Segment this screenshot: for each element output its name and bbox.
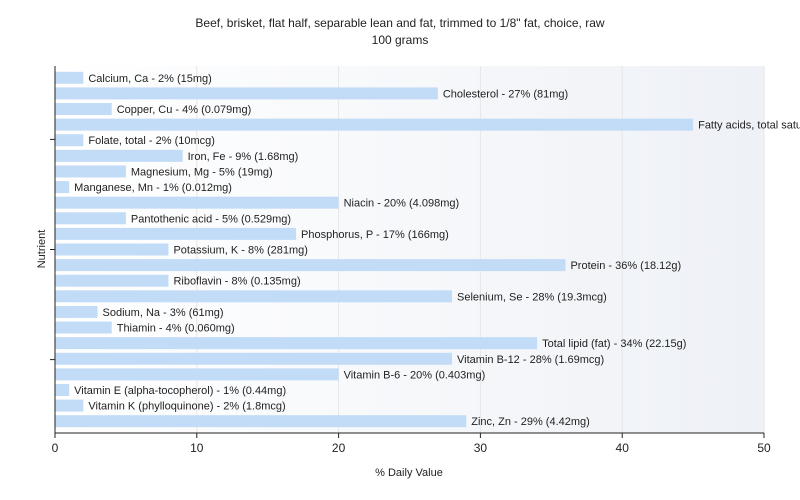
bar-label: Thiamin - 4% (0.060mg) — [117, 323, 235, 335]
bar-label: Vitamin K (phylloquinone) - 2% (1.8mcg) — [88, 401, 285, 413]
x-tick-label: 30 — [474, 441, 488, 455]
x-axis-label: % Daily Value — [375, 467, 443, 479]
bar-label: Iron, Fe - 9% (1.68mg) — [188, 151, 299, 163]
bar-label: Total lipid (fat) - 34% (22.15g) — [542, 338, 686, 350]
bar — [55, 212, 126, 225]
bar — [55, 415, 467, 428]
bar — [55, 118, 694, 131]
bars: Calcium, Ca - 2% (15mg) Cholesterol - 27%… — [55, 71, 800, 428]
bar — [55, 103, 112, 116]
bar-label: Zinc, Zn - 29% (4.42mg) — [471, 416, 590, 428]
x-tick-label: 20 — [332, 441, 346, 455]
bar — [55, 134, 84, 147]
bar — [55, 227, 297, 240]
x-tick-label: 40 — [616, 441, 630, 455]
bar-label: Calcium, Ca - 2% (15mg) — [88, 73, 211, 85]
bar — [55, 71, 84, 84]
bar-label: Manganese, Mn - 1% (0.012mg) — [74, 182, 232, 194]
bar-label: Protein - 36% (18.12g) — [570, 260, 681, 272]
bar — [55, 181, 70, 194]
bar — [55, 149, 183, 162]
bar — [55, 87, 438, 100]
bar-label: Vitamin B-6 - 20% (0.403mg) — [344, 369, 486, 381]
bar — [55, 352, 453, 365]
bar-label: Vitamin E (alpha-tocopherol) - 1% (0.44m… — [74, 385, 286, 397]
bar — [55, 368, 339, 381]
bar-label: Magnesium, Mg - 5% (19mg) — [131, 166, 273, 178]
bar — [55, 290, 453, 303]
bar — [55, 383, 70, 396]
x-tick-label: 50 — [757, 441, 771, 455]
bar — [55, 259, 566, 272]
bar — [55, 305, 98, 318]
chart-subtitle: 100 grams — [372, 33, 429, 47]
bar-label: Cholesterol - 27% (81mg) — [443, 88, 568, 100]
bar-label: Copper, Cu - 4% (0.079mg) — [117, 104, 252, 116]
bar-label: Vitamin B-12 - 28% (1.69mcg) — [457, 354, 604, 366]
bar-label: Pantothenic acid - 5% (0.529mg) — [131, 213, 291, 225]
bar-label: Fatty acids, total saturated - 45% (8.93… — [698, 120, 800, 132]
bar-label: Potassium, K - 8% (281mg) — [173, 245, 308, 257]
bar-label: Niacin - 20% (4.098mg) — [344, 198, 460, 210]
chart-title: Beef, brisket, flat half, separable lean… — [195, 16, 604, 30]
bar — [55, 196, 339, 209]
bar-label: Riboflavin - 8% (0.135mg) — [173, 276, 300, 288]
y-axis-label: Nutrient — [36, 230, 48, 269]
axes: 0 10 20 30 40 50 — [50, 66, 771, 455]
bar-label: Folate, total - 2% (10mcg) — [88, 135, 215, 147]
bar — [55, 399, 84, 412]
bar — [55, 321, 112, 334]
bar — [55, 243, 169, 256]
x-tick-label: 10 — [190, 441, 204, 455]
x-tick-label: 0 — [52, 441, 59, 455]
bar-label: Phosphorus, P - 17% (166mg) — [301, 229, 449, 241]
bar-label: Sodium, Na - 3% (61mg) — [103, 307, 224, 319]
bar-label: Selenium, Se - 28% (19.3mcg) — [457, 291, 607, 303]
bar — [55, 274, 169, 287]
bar — [55, 165, 126, 178]
bar — [55, 337, 538, 350]
